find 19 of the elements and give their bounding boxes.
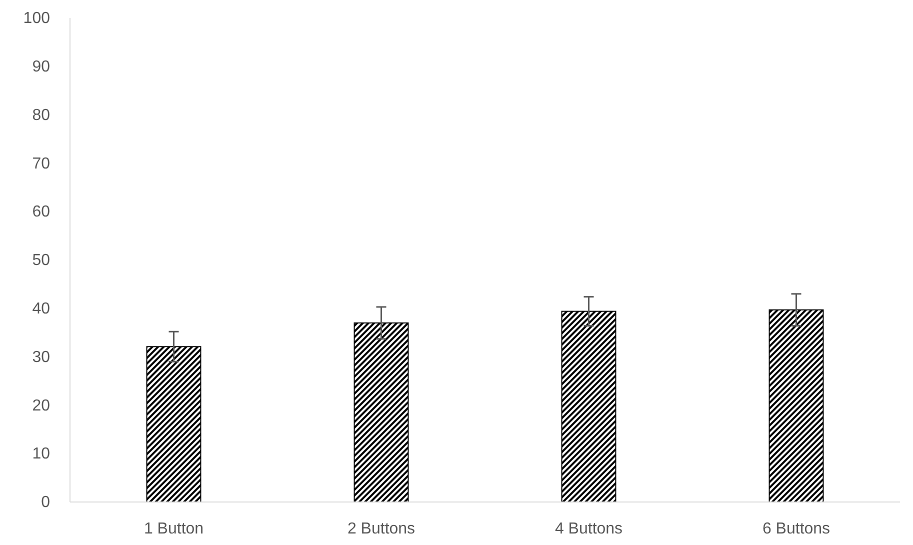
y-tick-label: 90 bbox=[32, 58, 50, 76]
x-tick-label: 2 Buttons bbox=[347, 520, 416, 538]
bar bbox=[561, 310, 616, 502]
y-tick-label: 100 bbox=[23, 10, 50, 28]
x-tick-label: 1 Button bbox=[144, 520, 204, 538]
y-tick-label: 0 bbox=[41, 494, 50, 512]
x-tick-label: 4 Buttons bbox=[554, 520, 623, 538]
y-tick-label: 70 bbox=[32, 155, 50, 172]
bar bbox=[768, 309, 824, 502]
y-tick-label: 80 bbox=[32, 106, 50, 124]
x-tick-label: 6 Buttons bbox=[762, 520, 830, 538]
bar bbox=[146, 346, 202, 502]
y-tick-label: 40 bbox=[32, 300, 50, 318]
bar bbox=[354, 322, 409, 502]
y-tick-label: 20 bbox=[32, 397, 50, 414]
y-tick-label: 50 bbox=[32, 252, 50, 270]
y-tick-label: 10 bbox=[32, 446, 50, 463]
y-tick-label: 60 bbox=[32, 204, 50, 221]
y-tick-label: 30 bbox=[32, 348, 50, 366]
